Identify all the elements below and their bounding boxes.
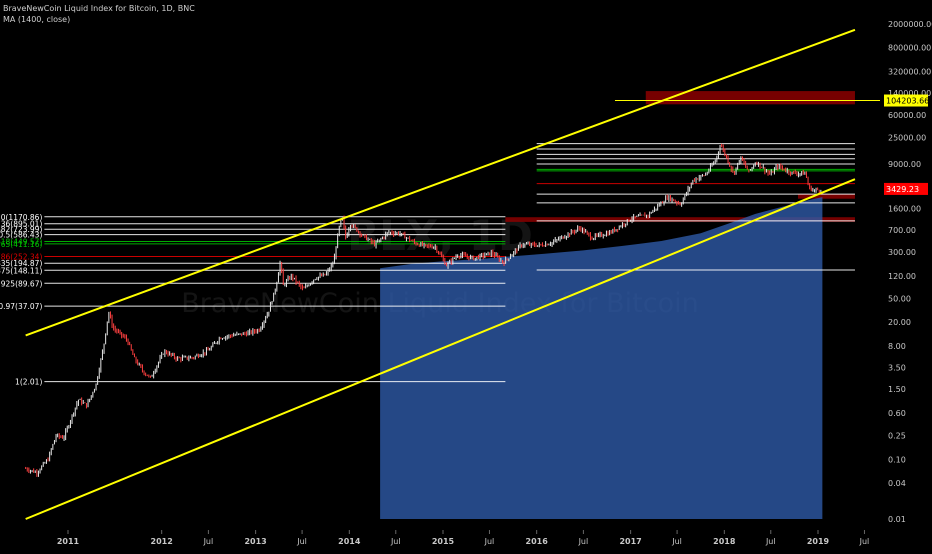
y-axis[interactable]: 2000000.00 800000.00 320000.00 140000.00 600… xyxy=(888,20,932,524)
symbol-title[interactable]: BraveNewCoin Liquid Index for Bitcoin, 1… xyxy=(3,4,195,13)
x-tick-label: 2011 xyxy=(57,537,80,546)
x-tick-label: Jul xyxy=(859,537,870,546)
channel-lines xyxy=(25,28,856,520)
x-tick-label: Jul xyxy=(203,537,214,546)
fib-level-label: 0.65(411.16) xyxy=(0,240,42,249)
y-tick-label: 1.50 xyxy=(888,385,906,394)
x-tick-label: 2018 xyxy=(713,537,736,546)
fib-level-label: 0.236(895.01) xyxy=(0,220,42,229)
fib-level-label: 0.875(148.11) xyxy=(0,266,42,275)
resistance-band-0 xyxy=(645,91,855,105)
fib-level-label: 0.97(37.07) xyxy=(0,302,42,311)
indicator-title[interactable]: MA (1400, close) xyxy=(3,15,71,24)
fib-level-label: 0.618(449.57) xyxy=(0,238,42,247)
resistance-band-1 xyxy=(505,217,855,222)
fib-level-label: 0.925(89.67) xyxy=(0,279,42,288)
y-tick-label: 0.10 xyxy=(888,455,906,464)
x-tick-label: 2014 xyxy=(338,537,361,546)
y-tick-label: 2000000.00 xyxy=(888,20,932,29)
fib-level-label: 0.835(194.87) xyxy=(0,259,42,268)
y-tick-label: 700.00 xyxy=(888,226,916,235)
y-tick-label: 3.50 xyxy=(888,363,906,372)
x-tick-label: Jul xyxy=(390,537,401,546)
x-tick-label: Jul xyxy=(578,537,589,546)
y-tick-label: 0.01 xyxy=(888,515,906,524)
x-axis[interactable]: 2011 2012 Jul 2013 Jul 2014 Jul 2015 Jul 2016 Jul 2… xyxy=(57,530,869,546)
channel-line-1 xyxy=(25,28,856,337)
y-tick-label: 20.00 xyxy=(888,318,911,327)
x-tick-label: 2019 xyxy=(807,537,830,546)
y-tick-label: 120.00 xyxy=(888,272,916,281)
x-tick-label: Jul xyxy=(296,537,307,546)
price-tag-label: 104203.66 xyxy=(886,97,929,106)
x-tick-label: 2017 xyxy=(619,537,641,546)
y-tick-label: 8.00 xyxy=(888,342,906,351)
x-tick-label: Jul xyxy=(484,537,495,546)
ma-area-fill xyxy=(380,197,823,519)
y-tick-label: 800000.00 xyxy=(888,44,931,53)
resistance-band-2 xyxy=(797,194,855,199)
price-tag-box xyxy=(884,182,928,195)
channel-line-0 xyxy=(25,178,856,520)
x-tick-label: 2012 xyxy=(151,537,173,546)
fib-level-label: 0.5(586.43) xyxy=(0,231,42,240)
price-tag-label: 3429.23 xyxy=(886,185,919,194)
y-tick-label: 50.00 xyxy=(888,294,911,303)
y-tick-label: 0.04 xyxy=(888,479,906,488)
fib-level-label: 0(1170.86) xyxy=(1,213,43,222)
fib-level-label: 1(2.01) xyxy=(15,378,42,387)
x-tick-label: Jul xyxy=(671,537,682,546)
y-tick-label: 9000.00 xyxy=(888,160,921,169)
resistance-bands xyxy=(505,91,880,222)
fib-level-label: 0.382(723.99) xyxy=(0,225,42,234)
ma-area xyxy=(380,197,823,519)
price-candles xyxy=(25,143,822,477)
y-tick-label: 300.00 xyxy=(888,248,916,257)
x-tick-label: 2016 xyxy=(526,537,549,546)
y-tick-label: 60000.00 xyxy=(888,111,926,120)
price-tag-box xyxy=(884,94,928,107)
y-tick-label: 0.60 xyxy=(888,409,906,418)
price-tags: 3429.23 104203.66 xyxy=(884,94,929,195)
y-tick-label: 25000.00 xyxy=(888,133,926,142)
fib-level-label: 0.786(252.34) xyxy=(0,253,42,262)
y-tick-label: 140000.00 xyxy=(888,89,931,98)
y-tick-label: 320000.00 xyxy=(888,67,931,76)
y-tick-label: 1600.00 xyxy=(888,205,921,214)
y-tick-label: 0.25 xyxy=(888,432,906,441)
x-tick-label: 2013 xyxy=(244,537,266,546)
x-tick-label: 2015 xyxy=(432,537,455,546)
x-tick-label: Jul xyxy=(765,537,776,546)
fib-retracements: 0(1170.86)0.236(895.01)0.382(723.99)0.5(… xyxy=(0,143,855,387)
